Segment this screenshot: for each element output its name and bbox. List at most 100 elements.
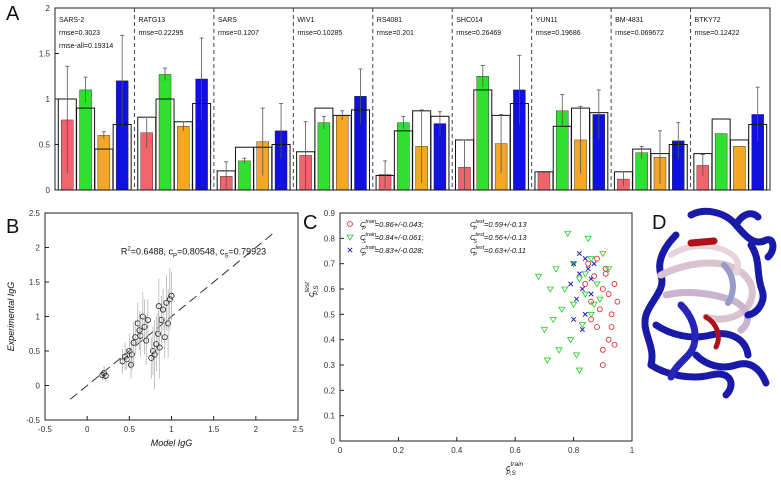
group-rmse: rmse=0.1207: [218, 30, 259, 37]
data-point-x: [591, 261, 597, 267]
data-point-circle: [605, 291, 612, 297]
group-rmse: rmse=0.10285: [297, 30, 342, 37]
data-point: [163, 299, 170, 306]
x-tick-label: 0: [85, 425, 90, 434]
y-tick-label: 2.5: [29, 209, 41, 218]
group-rmse-all: rmse-all=0.19314: [59, 43, 113, 50]
data-point-x: [576, 250, 582, 257]
data-point: [165, 320, 172, 327]
group-rmse: rmse=0.22295: [138, 30, 183, 37]
bar-green: [158, 74, 172, 191]
data-point-x: [579, 286, 585, 292]
data-point-circle: [608, 324, 615, 330]
legend-marker-x: [347, 247, 353, 253]
data-point-triangle: [575, 367, 584, 374]
y-tick-label: 0.1: [324, 412, 336, 421]
y-tick-label: 0.4: [324, 336, 336, 345]
data-point: [148, 354, 155, 361]
data-point: [130, 339, 137, 346]
scatter-train-vs-test: 0 0.2 0.4 0.6 0.8 1 0 0.1 0.2 0.3 0.4 0.5 0.6 0.7 0.8 0…: [304, 209, 635, 477]
group-name: YUN11: [536, 17, 558, 24]
data-point-triangle: [552, 266, 560, 273]
group-rmse: rmse=0.12422: [695, 30, 740, 37]
y-tick-label: 1.5: [39, 50, 51, 59]
data-point-circle: [591, 273, 597, 280]
data-point: [156, 344, 163, 351]
data-point-triangle: [569, 261, 578, 268]
data-point-circle: [596, 306, 603, 313]
x-tick-label: 1: [169, 425, 174, 434]
bar-green: [397, 122, 410, 191]
x-tick-label: 1: [630, 446, 635, 455]
data-point-circle: [588, 298, 595, 305]
data-point-triangle: [572, 352, 581, 359]
group-name: BM-4831: [615, 17, 644, 24]
data-point-triangle: [540, 327, 549, 334]
legend-marker-circle: [347, 221, 353, 227]
data-point-x: [582, 311, 588, 317]
y-tick-label: 0.8: [324, 234, 336, 243]
data-point-triangle: [558, 306, 566, 314]
data-point-triangle: [566, 337, 575, 344]
data-point-triangle: [584, 235, 592, 243]
x-tick-label: 0.2: [393, 446, 405, 455]
y-tick-label: 2: [46, 4, 51, 13]
data-point-triangle: [543, 357, 552, 364]
data-point-triangle: [578, 322, 587, 329]
data-point-x: [582, 256, 588, 262]
x-tick-label: 2.5: [292, 425, 304, 434]
y-tick-label: 0.5: [39, 141, 51, 150]
data-point: [149, 347, 156, 354]
data-point-circle: [594, 324, 600, 330]
bar-green: [238, 160, 251, 191]
bar-red: [537, 171, 551, 191]
data-point-triangle: [555, 347, 563, 354]
data-point-circle: [611, 341, 618, 348]
y-tick-label: 2: [36, 244, 41, 253]
data-point-circle: [608, 311, 615, 318]
y-tick-label: 0: [46, 186, 51, 195]
legend-test: Ctest P =0.63+/-0.11: [470, 245, 526, 258]
data-point-circle: [582, 281, 589, 287]
data-point-x: [573, 296, 580, 302]
y-tick-label: 1: [36, 313, 41, 322]
y-tick-label: 0: [36, 382, 41, 391]
data-point-triangle: [581, 271, 589, 278]
data-point: [139, 313, 146, 320]
y-tick-label: 1: [46, 95, 51, 104]
y-tick-label: 0.9: [324, 209, 336, 218]
x-tick-label: 1.5: [208, 425, 220, 434]
data-point-triangle: [593, 281, 601, 288]
legend-test: Ctest P =0.59+/-0.13: [470, 219, 527, 232]
data-point-triangle: [604, 266, 613, 273]
bar-orange: [97, 135, 111, 191]
data-point: [141, 323, 148, 330]
data-point: [155, 330, 162, 337]
x-tick-label: 0.6: [510, 446, 522, 455]
data-point-x: [568, 281, 574, 287]
stats-annotation: R2=0.6488, cP=0.80548, cS=0.79923: [121, 246, 266, 259]
group-name: BTKY72: [695, 17, 721, 24]
legend-train: Ctrain P =0.83+/-0.028;: [360, 245, 424, 258]
group-name: SARS-2: [59, 17, 84, 24]
data-point: [144, 316, 151, 323]
data-point-x: [585, 266, 591, 272]
group-rmse: rmse=0.3023: [59, 30, 100, 37]
group-rmse: rmse=0.26469: [456, 30, 501, 37]
y-tick-label: 0: [331, 437, 336, 446]
data-point-triangle: [599, 251, 607, 258]
legend-test: Ctest S =0.56+/-0.13: [470, 232, 527, 245]
data-point-circle: [594, 255, 600, 262]
data-point: [136, 327, 143, 334]
panel-label-a: A: [6, 3, 20, 25]
data-point: [102, 372, 109, 379]
data-point-x: [571, 261, 577, 267]
data-point-circle: [585, 260, 592, 267]
panel-label-b: B: [6, 216, 20, 238]
data-point: [128, 351, 135, 358]
data-point-triangle: [581, 291, 589, 298]
group-rmse: rmse=0.069672: [615, 30, 664, 37]
data-point-triangle: [569, 301, 578, 308]
data-point: [160, 306, 167, 313]
data-point: [161, 334, 168, 341]
